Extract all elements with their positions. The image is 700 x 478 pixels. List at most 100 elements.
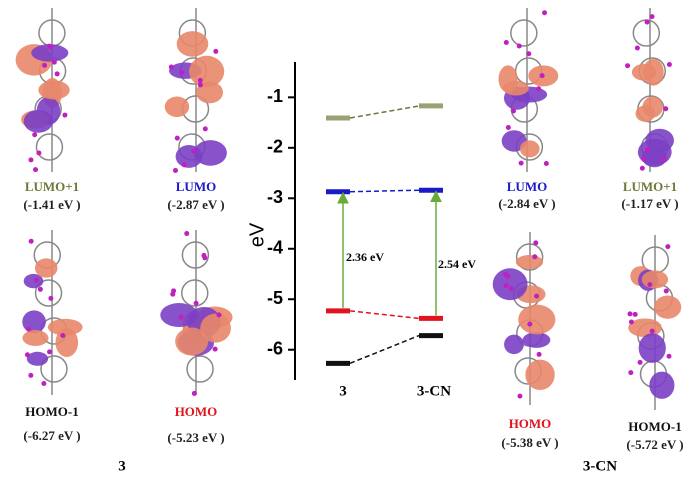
orbital-lobe xyxy=(23,109,53,133)
molecule-atom xyxy=(179,70,185,76)
molecule-atom xyxy=(628,319,634,325)
y-tick-label: -6 xyxy=(267,338,283,358)
molecule-atom xyxy=(647,282,653,288)
molecule-atom xyxy=(503,40,509,46)
molecule-atom xyxy=(197,82,203,88)
x-tick-label: 3-CN xyxy=(417,383,451,399)
molecule-atom xyxy=(28,157,34,163)
orbital-energy: (-6.27 eV ) xyxy=(23,428,80,443)
orbital-lobe xyxy=(189,55,225,88)
level-connector xyxy=(349,310,420,320)
molecule-atom xyxy=(666,353,672,359)
molecule-atom xyxy=(62,112,68,118)
level-connector xyxy=(349,189,420,193)
orbital-lobe xyxy=(525,359,555,391)
orbital-lobe xyxy=(26,351,49,366)
orbital-lobe xyxy=(504,334,524,355)
molecule-atom xyxy=(634,45,640,51)
orbital-lobe xyxy=(641,270,669,289)
molecule-atom xyxy=(632,311,638,317)
molecule-ring xyxy=(510,19,538,47)
orbital-name: HOMO-1 xyxy=(628,419,681,434)
orbital-lobe xyxy=(522,332,551,348)
orbital-name: LUMO+1 xyxy=(25,179,79,194)
molecule-ring xyxy=(181,279,209,307)
molecule-atom xyxy=(197,77,203,83)
orbital-lobe xyxy=(47,318,83,336)
molecule-ring xyxy=(35,133,64,161)
orbital-name: HOMO xyxy=(509,416,552,431)
orbital-name: LUMO xyxy=(507,179,547,194)
molecule-atom xyxy=(505,273,511,279)
x-tick-label: 3 xyxy=(339,383,347,399)
molecule-atom xyxy=(54,71,60,77)
molecule-atom xyxy=(505,124,511,130)
molecule-atom xyxy=(666,61,672,67)
molecule-atom xyxy=(510,108,516,114)
molecule-atom xyxy=(543,160,549,166)
molecule-atom xyxy=(637,359,643,365)
molecule-atom xyxy=(33,277,39,283)
orbital-energy: (-5.23 eV ) xyxy=(167,430,224,445)
y-tick-label: -1 xyxy=(267,86,283,106)
gap-label: 2.54 eV xyxy=(438,257,476,271)
molecule-atom xyxy=(628,370,634,376)
molecule-atom xyxy=(508,285,514,291)
molecule-atom xyxy=(37,286,43,292)
orbital-lobe xyxy=(164,96,190,117)
orbital-name: LUMO xyxy=(176,179,216,194)
molecule-atom xyxy=(625,63,631,69)
y-tick-label: -4 xyxy=(267,238,283,258)
y-tick-label: -5 xyxy=(267,288,283,308)
orbital-lobe xyxy=(649,371,675,399)
compound-label: 3-CN xyxy=(583,458,617,474)
molecule-atom xyxy=(51,59,57,65)
molecule-atom xyxy=(48,295,54,301)
orbital-lobe xyxy=(645,128,675,153)
orbital-lobe xyxy=(638,333,666,363)
level-connector xyxy=(349,334,420,365)
molecule-atom xyxy=(28,372,34,378)
orbital-energy: (-2.84 eV ) xyxy=(498,196,555,211)
orbital-name: LUMO+1 xyxy=(623,179,677,194)
molecule-atom xyxy=(174,135,180,141)
molecule-atom xyxy=(639,165,645,171)
molecule-ring xyxy=(186,355,214,383)
orbital-lobe xyxy=(160,303,198,328)
molecule-atom xyxy=(168,64,174,70)
molecule-atom xyxy=(534,293,540,299)
y-tick-label: -2 xyxy=(267,137,283,157)
orbital-lobe xyxy=(22,310,46,334)
orbital-lobe xyxy=(38,80,70,100)
orbital-lobe xyxy=(23,273,44,289)
orbital-energy: (-5.72 eV ) xyxy=(626,437,683,452)
orbital-lobe xyxy=(654,295,682,319)
molecule-atom xyxy=(532,254,538,260)
orbital-lobe xyxy=(519,140,540,158)
gap-label: 2.36 eV xyxy=(346,250,384,264)
orbital-lobe xyxy=(200,313,231,343)
orbital-lobe xyxy=(196,81,224,104)
molecule-atom xyxy=(644,19,650,25)
molecule-atom xyxy=(644,147,650,153)
molecule-atom xyxy=(663,106,669,112)
molecule-atom xyxy=(170,291,176,297)
molecule-atom xyxy=(649,328,655,334)
molecule-atom xyxy=(526,51,532,57)
molecule-atom xyxy=(202,255,208,261)
orbital-lobe xyxy=(193,140,227,166)
orbital-name: HOMO xyxy=(175,404,218,419)
molecule-atom xyxy=(172,167,178,173)
orbital-lobe xyxy=(643,58,664,86)
molecule-atom xyxy=(539,73,545,79)
molecule-atom xyxy=(516,43,522,49)
molecule-atom xyxy=(213,48,219,54)
molecule-atom xyxy=(665,244,671,250)
molecule-atom xyxy=(36,150,42,156)
molecule-ring xyxy=(40,355,68,383)
molecule-atom xyxy=(191,148,197,154)
molecule-atom xyxy=(212,346,218,352)
molecule-atom xyxy=(503,283,509,289)
molecule-atom xyxy=(641,156,647,162)
